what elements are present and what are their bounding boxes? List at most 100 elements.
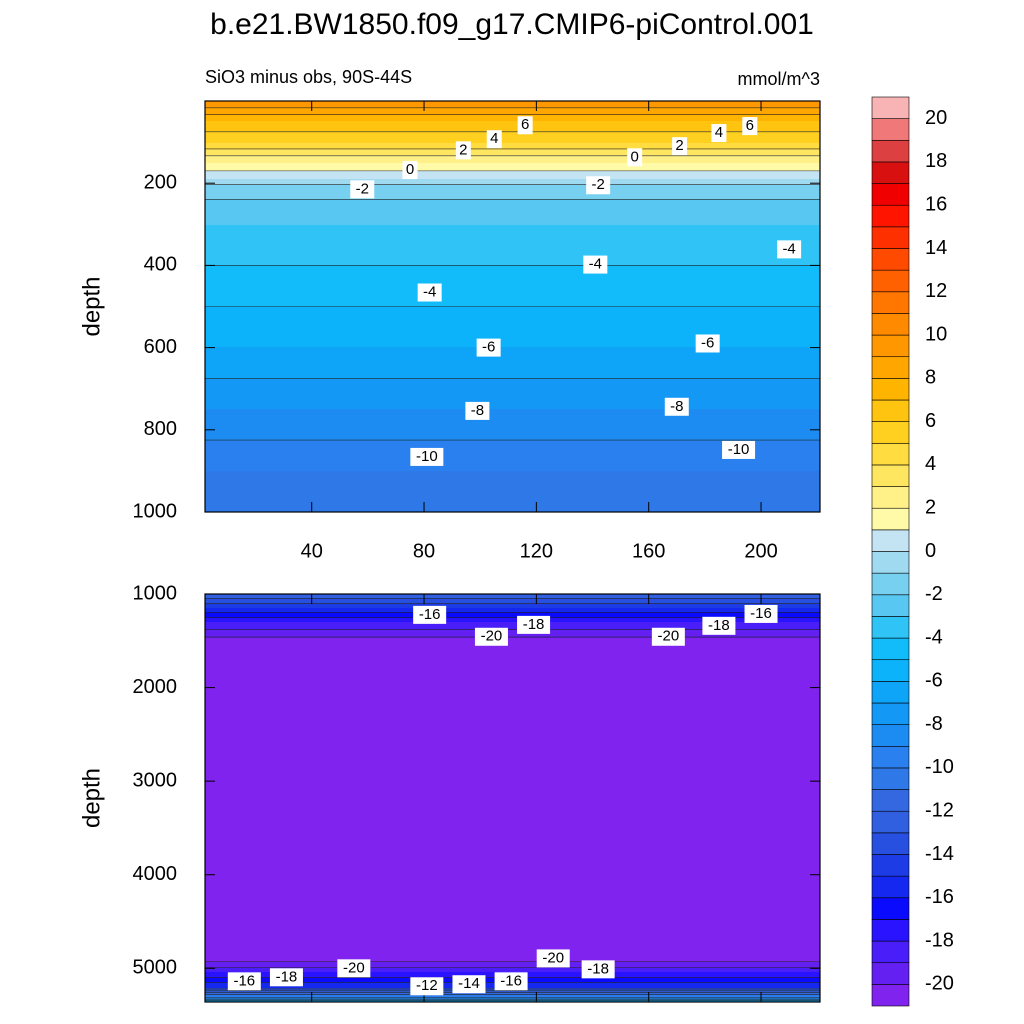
contour-fill <box>205 642 820 645</box>
contour-fill <box>205 387 820 390</box>
contour-fill <box>205 299 820 302</box>
contour-fill <box>205 151 820 154</box>
contour-fill <box>205 479 820 482</box>
contour-fill <box>205 932 820 935</box>
contour-fill <box>205 666 820 669</box>
contour-fill <box>205 143 820 146</box>
contour-fill <box>205 760 820 763</box>
contour-label: -4 <box>423 283 436 300</box>
contour-fill <box>205 956 820 959</box>
contour-fill <box>205 946 820 949</box>
contour-fill <box>205 189 820 192</box>
contour-fill <box>205 796 820 799</box>
contour-fill <box>205 934 820 937</box>
colorbar-box <box>871 745 910 769</box>
colorbar-box <box>871 637 910 661</box>
contour-fill <box>205 784 820 787</box>
contour-fill <box>205 405 820 408</box>
colorbar-box <box>871 681 910 704</box>
contour-fill <box>205 333 820 336</box>
contour-fill <box>205 399 820 402</box>
contour-label-box <box>417 283 442 302</box>
contour-label-box <box>410 447 444 466</box>
colorbar-tick-label: 0 <box>925 540 936 562</box>
colorbar-tick-label: 6 <box>925 410 936 432</box>
contour-fill <box>205 664 820 667</box>
contour-fill <box>205 421 820 424</box>
contour-label-box <box>494 972 528 991</box>
contour-fill <box>205 415 820 418</box>
colorbar-box <box>871 919 910 942</box>
contour-fill <box>205 491 820 494</box>
contour-fill <box>205 656 820 659</box>
contour-fill <box>205 672 820 675</box>
contour-label-box <box>269 968 303 987</box>
contour-fill <box>205 720 820 723</box>
colorbar-tick-label: -14 <box>925 843 954 865</box>
colorbar-box <box>871 442 910 466</box>
contour-fill <box>205 948 820 951</box>
contour-fill <box>205 413 820 416</box>
contour-fill <box>205 670 820 673</box>
contour-label: -18 <box>708 617 730 634</box>
contour-label: -4 <box>589 256 602 273</box>
contour-fill <box>205 722 820 725</box>
contour-label: 2 <box>459 141 467 158</box>
contour-fill <box>205 970 820 973</box>
contour-fill <box>205 503 820 506</box>
contour-label: -20 <box>481 628 503 645</box>
contour-fill <box>205 798 820 801</box>
contour-fill <box>205 822 820 825</box>
contour-fill <box>205 686 820 689</box>
contour-fill <box>205 778 820 781</box>
contour-fill <box>205 894 820 897</box>
contour-fill <box>205 197 820 200</box>
colorbar-box <box>871 854 910 877</box>
colorbar-box <box>871 810 910 834</box>
colorbar-box <box>871 962 910 985</box>
contour-fill <box>205 802 820 805</box>
contour-fill <box>205 203 820 206</box>
contour-fill <box>205 233 820 236</box>
contour-fill <box>205 239 820 242</box>
contour-fill <box>205 463 820 466</box>
contour-fill <box>205 812 820 815</box>
contour-fill <box>205 501 820 504</box>
contour-fill <box>205 403 820 406</box>
contour-fill <box>205 223 820 226</box>
y-tick-label: 2000 <box>133 676 178 698</box>
contour-fill <box>205 892 820 895</box>
contour-fill <box>205 710 820 713</box>
contour-fill <box>205 215 820 218</box>
contour-label-box <box>452 975 486 994</box>
contour-label-box <box>350 180 375 199</box>
contour-fill <box>205 684 820 687</box>
contour-fill <box>205 385 820 388</box>
contour-label: 0 <box>630 148 638 165</box>
contour-fill <box>205 493 820 496</box>
contour-fill <box>205 644 820 647</box>
contour-fill <box>205 453 820 456</box>
contour-fill <box>205 898 820 901</box>
contour-fill <box>205 225 820 228</box>
contour-fill <box>205 830 820 833</box>
contour-fill <box>205 908 820 911</box>
contour-fill <box>205 341 820 344</box>
contour-fill <box>205 379 820 382</box>
contour-label-box <box>227 972 261 991</box>
contour-fill <box>205 870 820 873</box>
contour-fill <box>205 255 820 258</box>
contour-fill <box>205 211 820 214</box>
contour-fill <box>205 263 820 266</box>
y-tick-label: 400 <box>144 254 177 276</box>
colorbar-box <box>871 789 910 812</box>
contour-fill <box>205 674 820 677</box>
contour-fill <box>205 912 820 915</box>
contour-fill <box>205 650 820 653</box>
contour-fill <box>205 357 820 360</box>
contour-fill <box>205 610 820 613</box>
contour-fill <box>205 249 820 252</box>
contour-fill <box>205 471 820 474</box>
contour-fill <box>205 339 820 342</box>
contour-label: -8 <box>471 402 484 419</box>
